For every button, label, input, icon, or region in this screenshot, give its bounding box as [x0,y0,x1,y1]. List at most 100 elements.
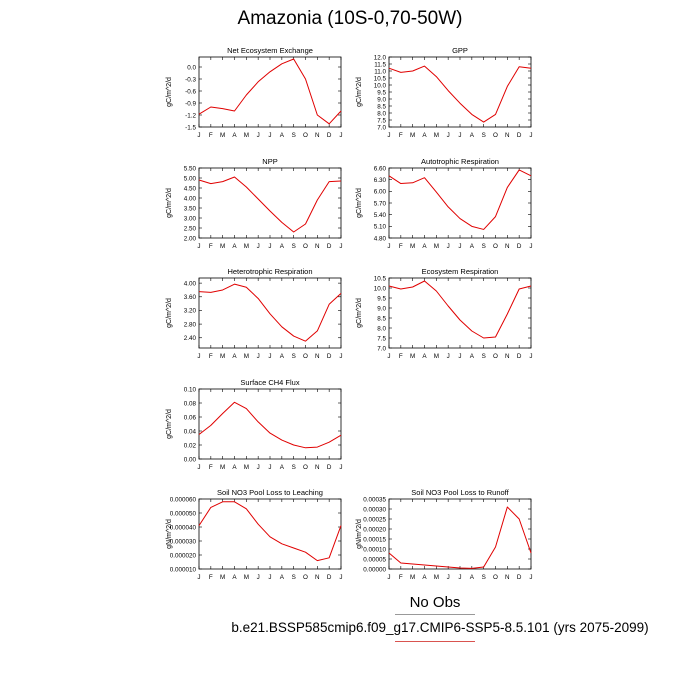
x-tick-label: J [197,243,200,250]
series-line [198,501,342,562]
panel-title: GPP [452,46,468,55]
x-tick-label: S [482,574,486,581]
y-tick-label: 9.0 [377,96,386,103]
x-tick-label: M [434,132,439,139]
x-tick-label: J [447,132,450,139]
plot-frame [198,498,342,570]
y-tick-label: 0.0 [187,64,196,71]
x-tick-label: A [232,132,237,139]
x-tick-label: S [292,574,296,581]
y-tick-label: 4.50 [184,185,197,192]
x-tick-label: M [244,464,249,471]
series-line [388,169,532,230]
y-tick-label: 8.0 [377,325,386,332]
x-tick-label: J [268,243,271,250]
x-tick-label: M [410,574,415,581]
x-tick-label: A [280,574,285,581]
series-line [388,65,532,123]
x-tick-label: A [470,574,475,581]
x-tick-label: D [517,132,522,139]
x-tick-label: M [220,353,225,360]
x-tick-label: S [482,132,486,139]
x-tick-label: A [422,574,427,581]
obs-label: No Obs [409,594,461,611]
y-axis-label: gC/m^2/d [356,77,363,107]
legend-rule-top [395,614,475,615]
y-tick-label: 7.5 [377,117,386,124]
y-tick-label: 3.20 [184,308,197,315]
y-tick-label: 10.5 [374,275,387,282]
panel-title: Soil NO3 Pool Loss to Runoff [411,488,509,497]
x-tick-label: M [410,353,415,360]
x-tick-label: N [505,132,510,139]
y-tick-label: 2.40 [184,335,197,342]
x-tick-label: S [292,353,296,360]
series-line [198,401,342,449]
x-tick-label: J [458,132,461,139]
x-tick-label: J [257,243,260,250]
x-tick-label: N [505,574,510,581]
x-tick-label: M [220,243,225,250]
x-tick-label: A [280,243,285,250]
panel-6: Ecosystem Respiration gC/m^2/d 7.0 7.5 8.0 8.… [356,267,533,360]
panel-title: Ecosystem Respiration [422,267,499,276]
y-axis-label: gC/m^2/d [356,298,363,328]
y-tick-label: 0.00015 [363,536,386,543]
y-tick-label: 0.08 [184,400,197,407]
x-tick-label: N [315,574,320,581]
y-tick-label: 6.30 [374,177,387,184]
y-tick-label: 0.00000 [363,566,386,573]
y-tick-label: 4.80 [374,235,387,242]
y-axis-label: gN/m^2/d [356,519,363,549]
y-tick-label: 5.00 [184,175,197,182]
panel-title: Soil NO3 Pool Loss to Leaching [217,488,323,497]
x-tick-label: J [458,574,461,581]
y-tick-label: 2.80 [184,321,197,328]
x-tick-label: A [232,353,237,360]
x-tick-label: M [434,243,439,250]
x-tick-label: O [493,132,498,139]
x-tick-label: M [244,243,249,250]
legend-rule-bottom [395,641,475,642]
x-tick-label: J [529,243,532,250]
x-tick-label: A [232,243,237,250]
x-tick-label: N [505,243,510,250]
x-tick-label: S [482,243,486,250]
x-tick-label: D [517,574,522,581]
y-tick-label: 7.0 [377,345,386,352]
x-tick-label: O [493,574,498,581]
plot-frame [198,167,342,239]
y-tick-label: 7.5 [377,335,386,342]
x-tick-label: A [422,132,427,139]
panel-7: Surface CH4 Flux gC/m^2/d 0.00 0.02 0.04 0.06… [166,378,343,471]
panel-4: Autotrophic Respiration gC/m^2/d 4.80 5.10 5… [356,157,533,250]
series-line [198,283,342,342]
x-tick-label: J [197,353,200,360]
x-tick-label: N [315,353,320,360]
panel-title: Surface CH4 Flux [240,378,299,387]
x-tick-label: A [422,353,427,360]
y-tick-label: 11.5 [374,61,386,68]
y-tick-label: 4.00 [184,195,197,202]
panel-8: Soil NO3 Pool Loss to LeachinggN/m^2/d0.… [166,488,343,581]
y-tick-label: -1.5 [185,124,196,131]
x-tick-label: J [529,574,532,581]
x-tick-label: J [339,574,342,581]
x-tick-label: O [493,353,498,360]
panel-2: GPPgC/m^2/d7.07.58.08.59.09.510.010.511.… [356,46,533,139]
y-tick-label: 2.50 [184,225,197,232]
x-tick-label: N [315,243,320,250]
y-tick-label: 0.00025 [363,516,386,523]
series-line [388,506,532,569]
y-tick-label: -0.6 [185,88,196,95]
x-tick-label: M [434,574,439,581]
y-tick-label: 0.04 [184,428,197,435]
y-tick-label: 8.5 [377,315,386,322]
y-tick-label: 5.10 [374,224,387,231]
x-tick-label: S [292,464,296,471]
x-tick-label: J [268,132,271,139]
y-tick-label: 9.5 [377,89,386,96]
x-tick-label: M [410,243,415,250]
x-tick-label: J [257,464,260,471]
x-tick-label: J [268,464,271,471]
